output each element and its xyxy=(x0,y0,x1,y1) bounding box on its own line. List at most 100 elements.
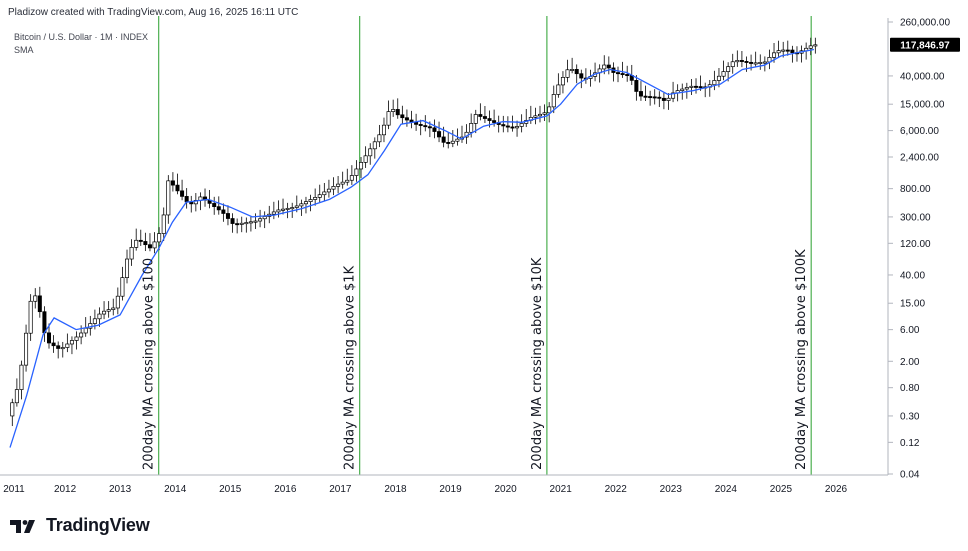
candle-body xyxy=(762,61,767,64)
candle xyxy=(326,179,331,198)
candle xyxy=(134,228,139,251)
candle-body xyxy=(450,140,455,144)
candle xyxy=(51,335,56,353)
candle-body xyxy=(368,148,373,157)
candle-body xyxy=(340,181,345,185)
candle-body xyxy=(115,295,120,309)
candle xyxy=(496,115,501,133)
candle xyxy=(184,188,189,209)
candle xyxy=(505,116,510,133)
candle xyxy=(556,73,561,98)
candle xyxy=(611,62,616,82)
candle xyxy=(336,176,341,194)
candle xyxy=(212,196,217,215)
candle xyxy=(537,105,543,123)
candle-body xyxy=(404,117,409,121)
candle-body xyxy=(661,97,666,101)
candle-body xyxy=(776,50,781,54)
candle-body xyxy=(239,222,244,225)
candle-body xyxy=(157,233,162,243)
candles xyxy=(10,37,818,427)
candle-body xyxy=(69,340,74,345)
candle xyxy=(42,306,47,342)
candle xyxy=(721,60,726,81)
candle-body xyxy=(441,136,446,143)
candle xyxy=(418,119,423,136)
candle xyxy=(813,37,818,54)
candle-body xyxy=(166,180,171,216)
candle-body xyxy=(482,116,487,119)
y-tick-label: 15,000.00 xyxy=(900,100,945,111)
candle-body xyxy=(79,332,84,338)
candle xyxy=(345,168,350,186)
candle-body xyxy=(785,49,790,52)
candle-body xyxy=(349,175,354,181)
candle-body xyxy=(372,141,377,150)
candle xyxy=(152,232,157,254)
candle xyxy=(285,202,290,219)
candle-body xyxy=(294,205,299,208)
candle-body xyxy=(308,199,313,202)
candle xyxy=(776,40,781,58)
candle-body xyxy=(391,109,396,112)
candle-body xyxy=(184,196,189,203)
candle xyxy=(317,184,322,203)
candle xyxy=(473,109,478,134)
indicator-label: SMA xyxy=(14,45,34,55)
candle xyxy=(726,62,731,82)
y-tick-label: 15.00 xyxy=(900,299,925,310)
candle-body xyxy=(721,71,726,77)
candle xyxy=(588,69,593,87)
candle-body xyxy=(510,126,515,129)
candle-body xyxy=(478,114,483,117)
candle-body xyxy=(47,332,52,344)
candle xyxy=(322,182,327,201)
candle xyxy=(666,93,671,110)
x-tick-label: 2015 xyxy=(219,484,242,495)
candle-body xyxy=(386,111,391,126)
x-tick-label: 2025 xyxy=(770,484,793,495)
candle xyxy=(175,173,180,195)
candle xyxy=(478,103,483,121)
candle-body xyxy=(83,327,88,334)
candle-body xyxy=(652,96,657,99)
candle-body xyxy=(634,80,639,92)
candle xyxy=(634,75,639,101)
current-price-value: 117,846.97 xyxy=(900,40,950,51)
candle-body xyxy=(147,244,152,249)
candle xyxy=(501,115,506,133)
candle xyxy=(354,160,359,182)
candle-body xyxy=(74,336,79,341)
y-tick-label: 2,400.00 xyxy=(900,152,939,163)
candle-body xyxy=(505,125,510,128)
candle xyxy=(102,301,107,320)
candle-body xyxy=(290,207,295,210)
candle-body xyxy=(455,138,460,142)
candle-body xyxy=(345,179,350,183)
candle-body xyxy=(152,241,157,249)
candle-body xyxy=(10,402,15,417)
candle-body xyxy=(620,73,625,76)
candle xyxy=(248,216,253,232)
candle xyxy=(758,54,763,70)
candle xyxy=(115,287,120,315)
candle xyxy=(258,209,263,228)
candle-body xyxy=(299,203,304,207)
candle-body xyxy=(235,223,240,226)
candle-body xyxy=(414,121,419,125)
candle-body xyxy=(225,213,230,219)
candle-body xyxy=(469,123,474,133)
candle xyxy=(37,286,42,318)
candle xyxy=(225,205,230,226)
candle xyxy=(239,216,244,233)
candle xyxy=(349,165,354,185)
candle-body xyxy=(781,49,786,52)
chart-caption: Pladizow created with TradingView.com, A… xyxy=(8,7,299,18)
candle xyxy=(785,40,790,56)
candle-body xyxy=(317,194,322,198)
candle-body xyxy=(689,85,694,88)
candle-body xyxy=(418,124,423,126)
x-tick-label: 2013 xyxy=(109,484,132,495)
candle-body xyxy=(28,300,33,334)
